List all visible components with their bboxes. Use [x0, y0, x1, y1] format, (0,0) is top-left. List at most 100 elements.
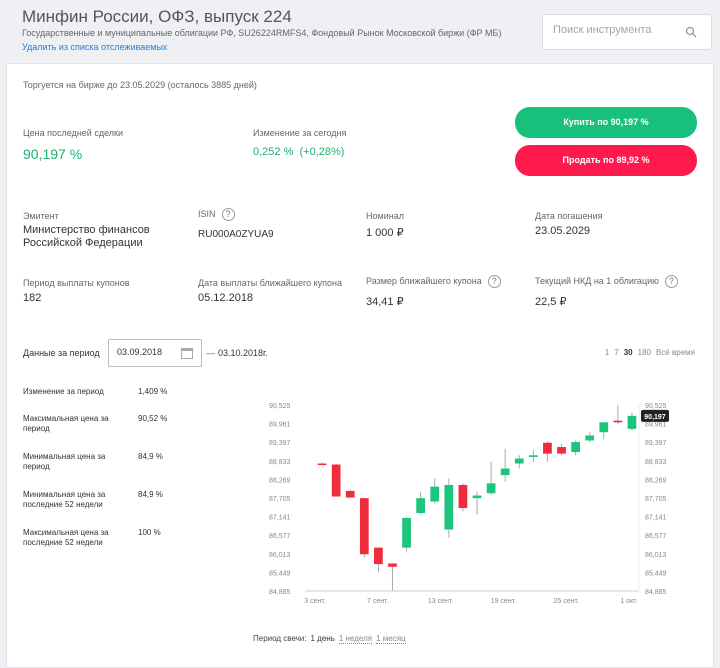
candle-body[interactable]: [599, 422, 609, 433]
x-tick-label: 13 сент.: [428, 598, 453, 605]
candle-body[interactable]: [613, 420, 623, 423]
x-tick-label: 1 окт.: [620, 598, 637, 605]
nkd-label: Текущий НКД на 1 облигацию: [535, 275, 659, 286]
buy-button[interactable]: Купить по 90,197 %: [515, 107, 697, 138]
stat-value: 90,52 %: [138, 414, 168, 423]
issuer-label: Эмитент: [23, 211, 59, 221]
candle-body[interactable]: [585, 435, 595, 441]
candle-body[interactable]: [345, 490, 355, 498]
last-price-label: Цена последней сделки: [23, 128, 124, 138]
period-label: Данные за период: [23, 348, 100, 358]
maturity-value: 23.05.2029: [535, 225, 591, 237]
y-tick-label-left: 87,141: [269, 515, 291, 522]
y-tick-label-right: 86,577: [645, 533, 667, 540]
help-icon[interactable]: ?: [221, 208, 235, 221]
stat-value: 84,9 %: [138, 490, 163, 499]
y-tick-label-left: 87,705: [269, 496, 291, 503]
y-tick-label-left: 84,885: [269, 589, 291, 596]
candle-body[interactable]: [543, 442, 552, 454]
range-selector: 1 7 30 180 Всё время: [600, 348, 695, 357]
range-180d[interactable]: 180: [637, 348, 651, 357]
candle-body[interactable]: [444, 484, 454, 530]
isin-label: ISIN: [198, 208, 216, 219]
calendar-icon[interactable]: [181, 348, 193, 359]
candle-body[interactable]: [374, 547, 383, 565]
instrument-search: [542, 14, 712, 50]
candle-body[interactable]: [402, 517, 411, 548]
period-to: 03.10.2018г.: [218, 348, 268, 358]
range-30d[interactable]: 30: [623, 348, 633, 357]
stat-value: 1,409 %: [138, 387, 168, 396]
change-today-label: Изменение за сегодня: [253, 128, 347, 138]
candle-body[interactable]: [528, 455, 538, 457]
nkd-label-wrap: Текущий НКД на 1 облигацию?: [535, 275, 678, 288]
y-tick-label-right: 85,449: [645, 570, 667, 577]
search-icon[interactable]: [685, 26, 697, 38]
x-tick-label: 25 сент.: [554, 598, 579, 605]
remove-from-watchlist-link[interactable]: Удалить из списка отслеживаемых: [22, 42, 168, 52]
period-from-input[interactable]: [117, 347, 177, 357]
candle-body[interactable]: [430, 486, 440, 502]
y-tick-label-right: 90,525: [645, 403, 667, 410]
nominal-value: 1 000 ₽: [366, 227, 404, 239]
issuer-line-1: Министерство финансов: [23, 224, 150, 236]
nominal-label: Номинал: [366, 211, 404, 221]
candle-period-label: Период свечи:: [253, 634, 307, 643]
candle-body[interactable]: [388, 563, 397, 567]
y-tick-label-left: 89,397: [269, 440, 291, 447]
y-tick-label-left: 88,833: [269, 459, 291, 466]
next-coupon-date-value: 05.12.2018: [198, 292, 254, 304]
candle-period-1w[interactable]: 1 неделя: [338, 634, 373, 644]
y-tick-label-right: 88,833: [645, 459, 667, 466]
y-tick-label-left: 90,525: [269, 403, 291, 410]
candle-body[interactable]: [416, 498, 426, 514]
candle-body[interactable]: [500, 468, 510, 476]
help-icon[interactable]: ?: [487, 275, 501, 288]
change-today-value: 0,252 % (+0,28%): [253, 146, 345, 158]
last-price-marker-label: 90,197: [644, 414, 666, 421]
y-tick-label-left: 88,269: [269, 477, 291, 484]
instrument-card: Торгуется на бирже до 23.05.2029 (остало…: [6, 63, 714, 668]
range-all[interactable]: Всё время: [656, 348, 695, 357]
x-tick-label: 19 сент.: [491, 598, 516, 605]
candle-body[interactable]: [486, 483, 496, 494]
x-tick-label: 7 сент.: [367, 598, 389, 605]
page-title: Минфин России, ОФЗ, выпуск 224: [22, 7, 292, 26]
y-tick-label-right: 88,269: [645, 477, 667, 484]
sell-button[interactable]: Продать по 89,92 %: [515, 145, 697, 176]
stat-value: 100 %: [138, 528, 161, 537]
candle-body[interactable]: [472, 495, 482, 499]
candle-body[interactable]: [458, 484, 468, 509]
coupon-size-label-wrap: Размер ближайшего купона?: [366, 275, 501, 288]
y-tick-label-right: 87,141: [645, 515, 667, 522]
stat-label: Изменение за период: [23, 387, 104, 396]
price-chart[interactable]: 90,525 90,525 89,961 89,961 89,397 89,397 88,8…: [263, 395, 707, 615]
range-7d[interactable]: 7: [614, 348, 619, 357]
y-tick-label-right: 86,013: [645, 552, 667, 559]
stat-value: 84,9 %: [138, 452, 163, 461]
stat-label: Максимальная цена за период: [23, 414, 109, 433]
candle-body[interactable]: [331, 464, 341, 497]
y-tick-label-right: 89,397: [645, 440, 667, 447]
y-tick-label-left: 86,577: [269, 533, 291, 540]
range-1d[interactable]: 1: [604, 348, 610, 357]
trading-until: Торгуется на бирже до 23.05.2029 (остало…: [23, 80, 257, 90]
candle-period-1m[interactable]: 1 месяц: [376, 634, 406, 644]
issuer-line-2: Российской Федерации: [23, 237, 143, 249]
candle-body[interactable]: [359, 498, 369, 555]
coupon-period-value: 182: [23, 292, 42, 304]
y-tick-label-left: 86,013: [269, 552, 291, 559]
help-icon[interactable]: ?: [664, 275, 678, 288]
y-tick-label-left: 89,961: [269, 422, 291, 429]
candle-period-selector: Период свечи: 1 день 1 неделя 1 месяц: [253, 634, 406, 644]
coupon-period-label: Период выплаты купонов: [23, 278, 130, 288]
candle-body[interactable]: [571, 442, 580, 452]
y-tick-label-right: 89,961: [645, 422, 667, 429]
candle-body[interactable]: [514, 458, 524, 464]
candle-body[interactable]: [317, 463, 327, 466]
candle-period-1d[interactable]: 1 день: [310, 634, 335, 643]
candle-body[interactable]: [557, 447, 566, 454]
isin-value: RU000A0ZYUA9: [198, 229, 274, 240]
search-input[interactable]: [553, 24, 683, 36]
candle-body[interactable]: [627, 415, 637, 429]
